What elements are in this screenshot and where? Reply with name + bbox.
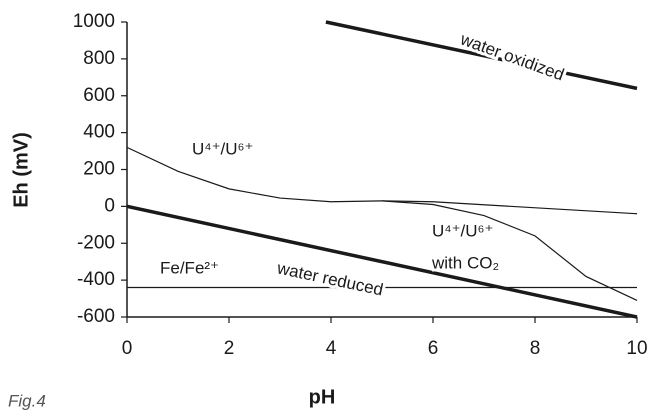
y-tick-label: 0 xyxy=(104,195,115,216)
annotation: U⁴⁺/U⁶⁺ xyxy=(432,221,494,240)
annotation: with CO₂ xyxy=(431,253,499,272)
x-tick-label: 10 xyxy=(626,338,647,359)
x-tick-label: 2 xyxy=(224,338,235,359)
y-tick-label: 600 xyxy=(83,85,115,106)
annotation: water reduced xyxy=(275,258,385,299)
y-tick-label: 200 xyxy=(83,159,115,180)
y-tick-label: -400 xyxy=(77,269,115,290)
series-line xyxy=(126,146,638,215)
x-tick-label: 6 xyxy=(428,338,439,359)
y-tick-label: -200 xyxy=(77,232,115,253)
y-axis-label: Eh (mV) xyxy=(10,132,32,208)
series-line xyxy=(381,200,638,301)
y-tick-label: 400 xyxy=(83,122,115,143)
x-tick-label: 8 xyxy=(530,338,541,359)
caption: Fig.4 xyxy=(8,391,46,410)
annotation: water oxidized xyxy=(457,29,567,84)
x-axis-label: pH xyxy=(309,386,336,408)
x-tick-label: 4 xyxy=(326,338,337,359)
y-tick-label: 1000 xyxy=(73,11,115,32)
series-line xyxy=(325,20,638,91)
y-tick-label: 800 xyxy=(83,48,115,69)
y-tick-label: -600 xyxy=(77,306,115,327)
annotation: U⁴⁺/U⁶⁺ xyxy=(192,139,254,158)
series-line xyxy=(126,204,638,319)
x-tick-label: 0 xyxy=(122,338,133,359)
annotation: Fe/Fe²⁺ xyxy=(160,258,219,277)
